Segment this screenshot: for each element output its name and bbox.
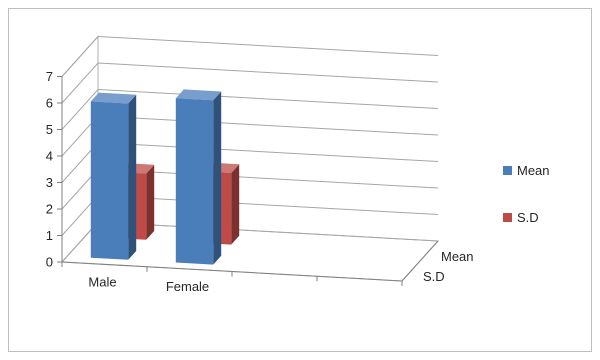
y-tick-label: 6 (46, 96, 53, 111)
y-tick-label: 7 (46, 69, 53, 84)
y-tick-label: 1 (46, 228, 53, 243)
y-tick-label: 5 (46, 122, 53, 137)
y-tick-label: 2 (46, 202, 53, 217)
depth-axis-ticks: Mean S.D (423, 249, 474, 284)
bar-top-face (175, 89, 222, 101)
bars (90, 89, 240, 265)
legend: Mean S.D (503, 163, 550, 225)
bar-side-face (128, 94, 137, 260)
bar-front-face (90, 101, 129, 260)
gridline (61, 88, 439, 130)
bar-front-face (175, 98, 214, 265)
y-tick-label: 4 (46, 149, 53, 164)
x-axis-ticks: Male Female (61, 262, 403, 294)
bar-mean-male (90, 92, 137, 260)
bar-top-face (90, 92, 137, 104)
gridline (61, 62, 439, 104)
depth-tick-label: Mean (441, 249, 474, 264)
bar-mean-female (175, 89, 222, 265)
x-tick-label: Female (166, 279, 209, 294)
y-tick-label: 0 (46, 255, 53, 270)
x-tick-label: Male (88, 274, 116, 289)
depth-tick-label: S.D (423, 269, 445, 284)
bar-side-face (146, 164, 155, 240)
depth-axis-line (401, 240, 439, 282)
y-tick-label: 3 (46, 175, 53, 190)
legend-label: Mean (517, 163, 550, 178)
legend-swatch (503, 213, 512, 222)
legend-swatch (503, 166, 512, 175)
bar-side-face (213, 91, 222, 265)
bar-side-face (231, 164, 240, 245)
y-axis-ticks: 0 1 2 3 4 5 6 7 (46, 69, 62, 270)
gridline (61, 35, 439, 77)
legend-label: S.D (517, 210, 539, 225)
